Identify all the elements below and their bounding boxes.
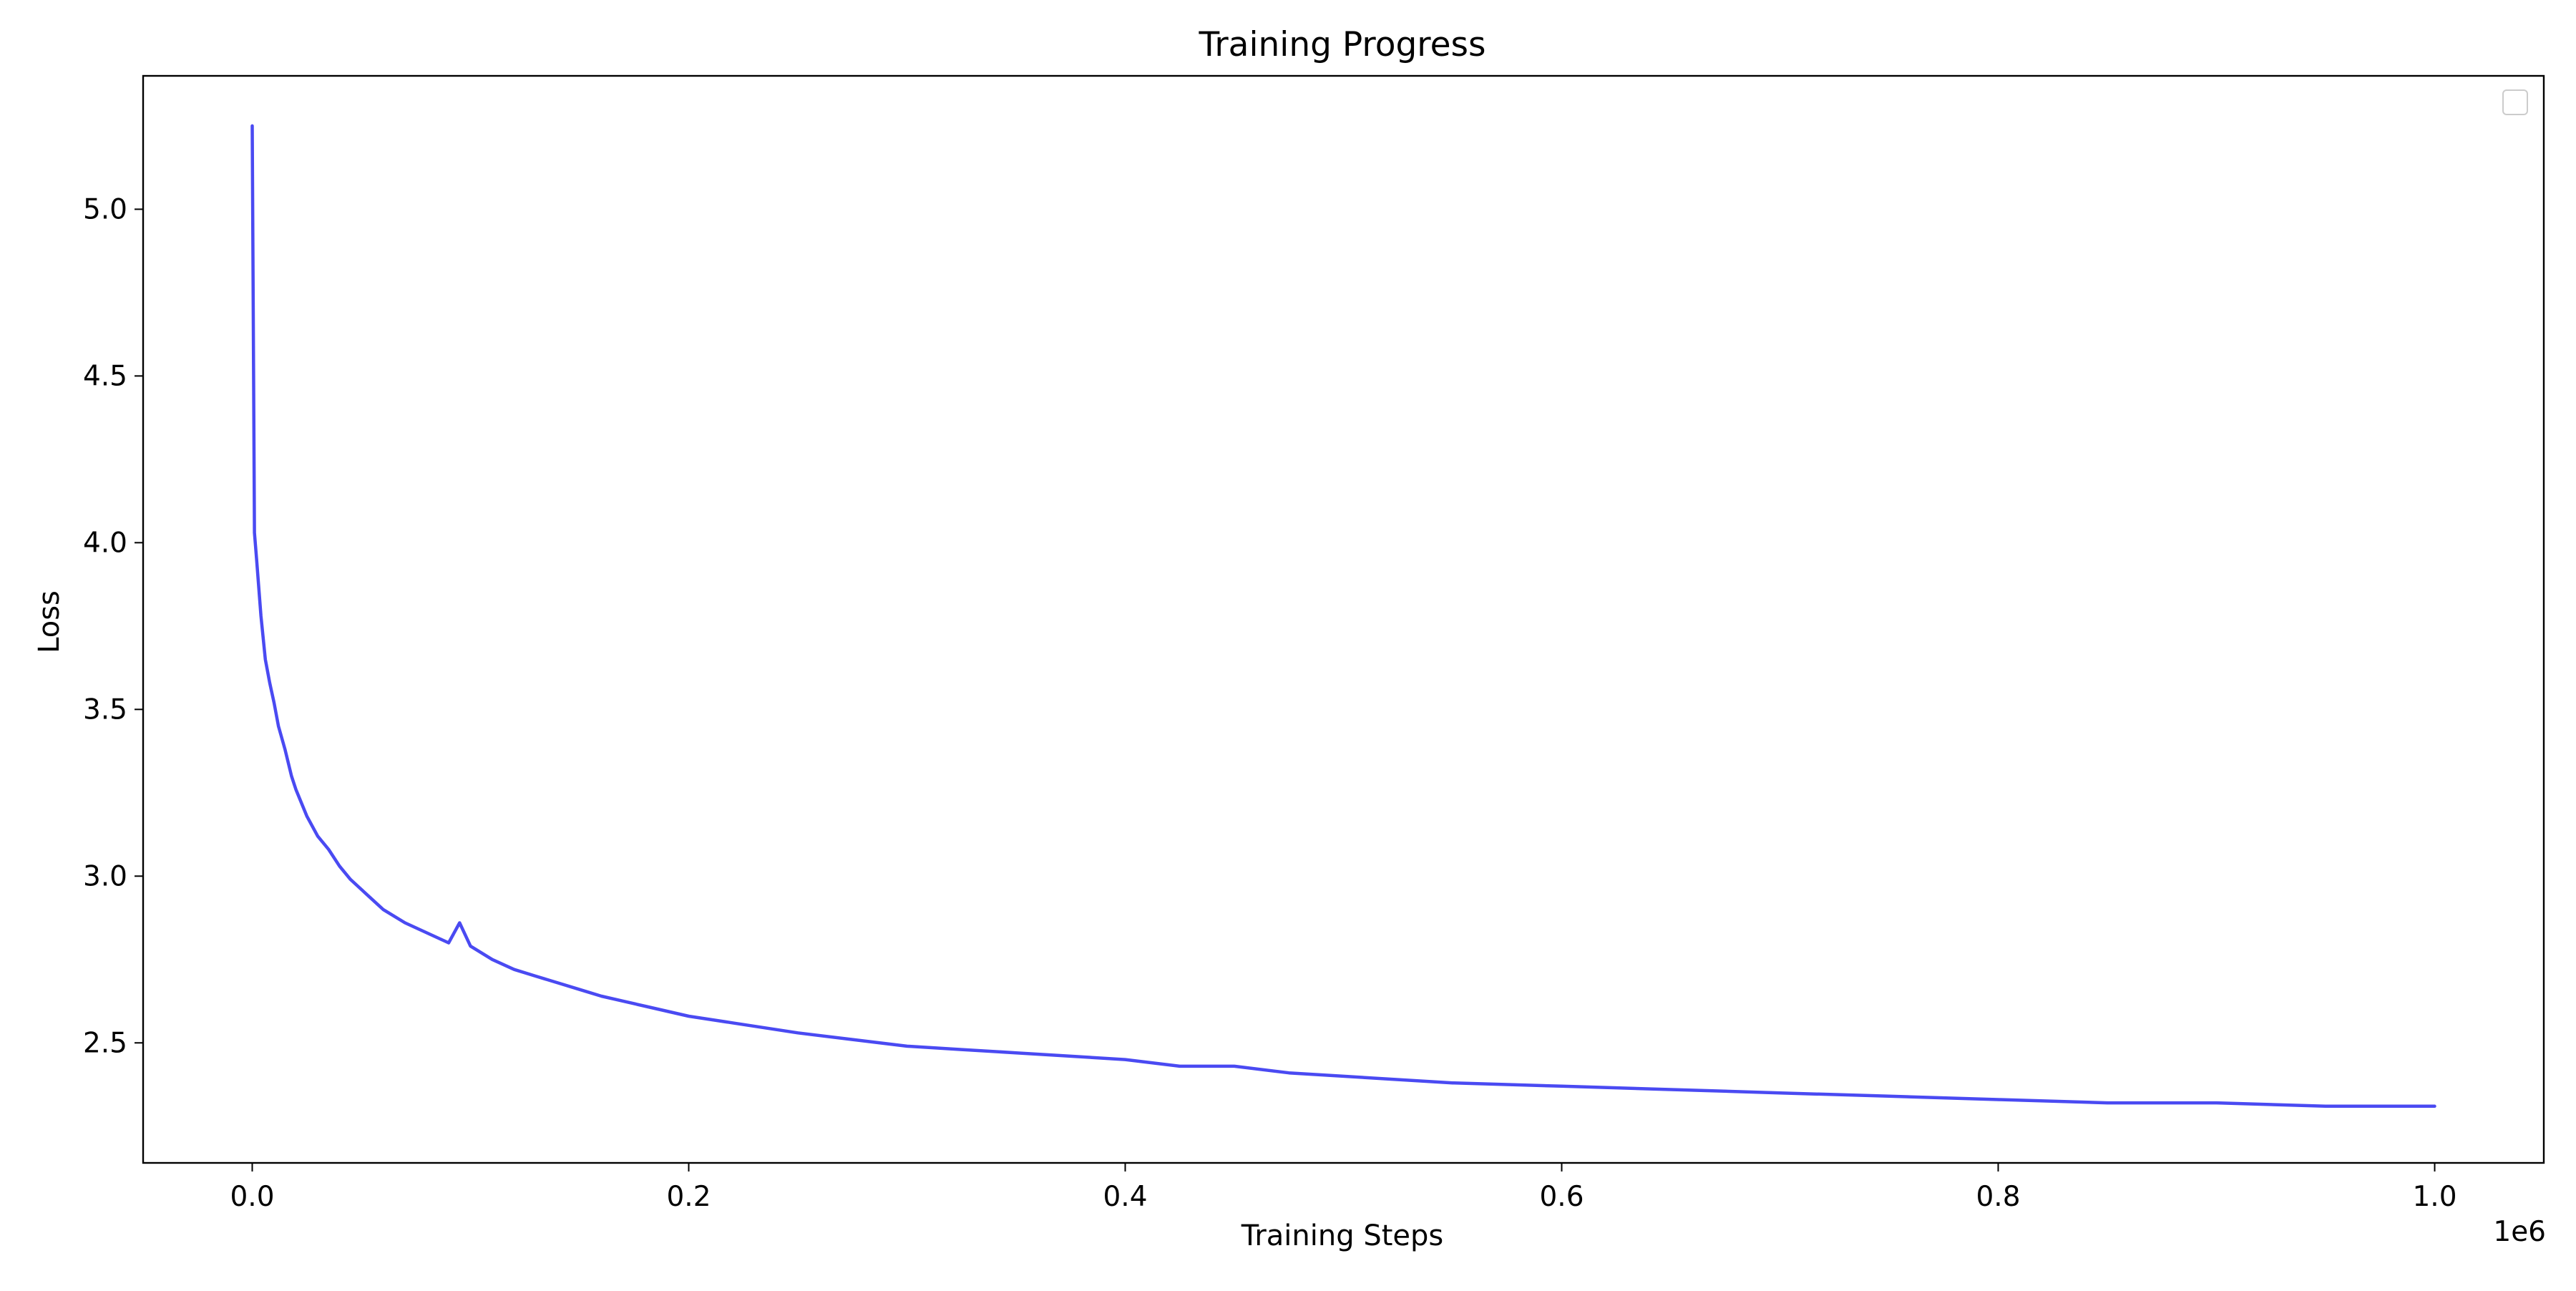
y-tick-label: 4.0 xyxy=(83,527,127,559)
y-axis-label: Loss xyxy=(33,590,66,653)
y-tick-label: 2.5 xyxy=(83,1027,127,1059)
x-tick-label: 0.0 xyxy=(230,1181,274,1213)
ticks-layer: 0.0 0.2 0.4 0.6 0.8 1.0 2.5 3.0 3.5 4.0 4.5 5.0 xyxy=(83,193,2457,1213)
legend-box xyxy=(2502,89,2528,115)
y-tick-label: 3.0 xyxy=(83,860,127,892)
x-tick-label: 0.6 xyxy=(1539,1181,1584,1213)
y-tick-label: 5.0 xyxy=(83,193,127,225)
y-tick-label: 4.5 xyxy=(83,360,127,392)
loss-series-line xyxy=(250,124,2436,1109)
plot-area-frame xyxy=(142,74,2545,1164)
x-tick-label: 0.4 xyxy=(1103,1181,1147,1213)
chart-title: Training Progress xyxy=(1199,25,1486,64)
y-tick-label: 3.5 xyxy=(83,693,127,726)
line-layer xyxy=(250,124,2436,1109)
x-tick-label: 0.2 xyxy=(666,1181,711,1213)
x-axis-label: Training Steps xyxy=(1241,1219,1443,1252)
x-tick-label: 1.0 xyxy=(2412,1181,2457,1213)
x-offset-label: 1e6 xyxy=(2493,1216,2546,1248)
x-tick-label: 0.8 xyxy=(1976,1181,2020,1213)
